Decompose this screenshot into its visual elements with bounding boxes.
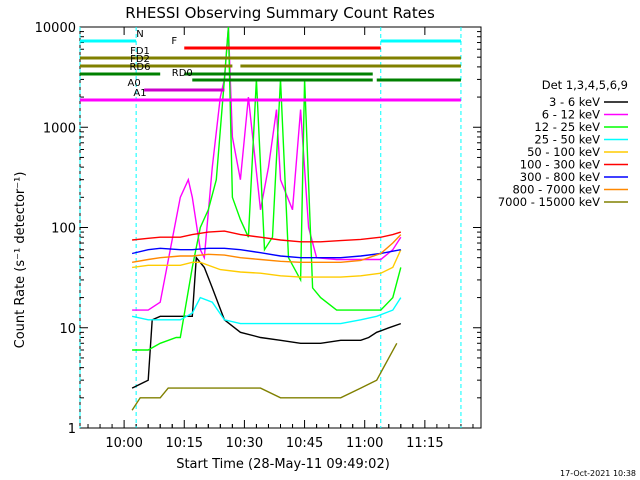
y-tick-label: 1000 [43,121,76,136]
y-tick-label: 10000 [35,21,76,36]
legend-entry-label: 100 - 300 keV [520,158,600,172]
y-tick-label: 1 [68,422,76,437]
legend-entry-label: 300 - 800 keV [520,170,600,184]
flag-label: N [136,29,143,40]
y-axis-label: Count Rate (s⁻¹ detector⁻¹) [13,172,28,349]
x-tick-label: 10:30 [226,436,263,451]
legend-entry-label: 800 - 7000 keV [512,183,600,197]
legend-entry-label: 25 - 50 keV [534,133,600,147]
y-tick-label: 10 [59,322,76,337]
x-tick-label: 10:45 [286,436,323,451]
series-line [131,234,402,263]
legend-entry-label: 3 - 6 keV [549,95,600,109]
plot-area: 1 10 100 1000 10000 10:00 10:15 10:30 10:45 11:00… [35,21,482,451]
flag-label: RD0 [172,68,193,79]
series-line [131,296,402,325]
legend-entry-label: 12 - 25 keV [534,120,600,134]
legend-entry-label: 6 - 12 keV [542,108,600,122]
series-line [131,247,401,259]
flag-label: F [171,36,177,47]
flag-label: A1 [133,88,146,99]
series-line [132,26,402,311]
x-tick-label: 10:15 [166,436,203,451]
legend-entry-label: 7000 - 15000 keV [498,195,600,209]
x-axis-label: Start Time (28-May-11 09:49:02) [176,457,390,472]
x-tick-label: 11:15 [406,436,443,451]
x-tick-label: 11:00 [346,436,383,451]
series-line [131,255,402,389]
y-tick-label: 100 [51,222,76,237]
series-line [132,230,402,243]
x-tick-label: 10:00 [105,436,142,451]
flag-label: FD2 [130,54,150,65]
flag-label: A0 [128,78,141,89]
chart-title: RHESSI Observing Summary Count Rates [125,4,435,22]
flag-label: RD6 [129,62,150,73]
legend-header: Det 1,3,4,5,6,9 [542,78,628,92]
series-line [132,249,402,278]
series-line [131,342,398,411]
series-line [132,26,402,351]
legend-entry-label: 50 - 100 keV [527,145,600,159]
timestamp: 17-Oct-2021 10:38 [560,469,636,478]
flag-label: FD1 [130,46,150,57]
